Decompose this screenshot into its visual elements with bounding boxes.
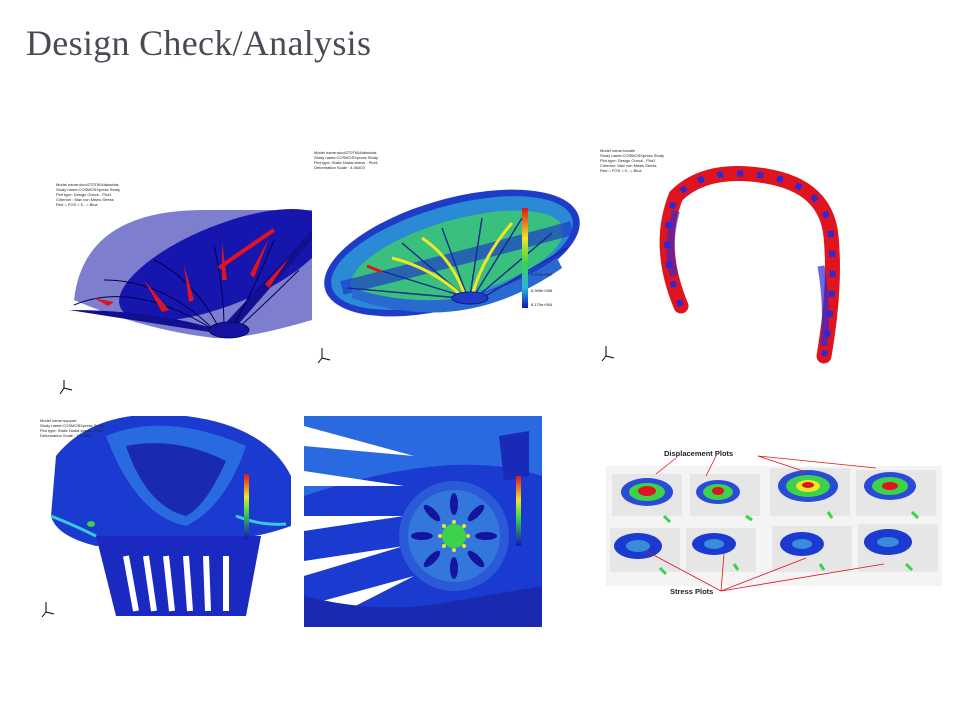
slide-title: Design Check/Analysis [26,23,372,63]
stress-plots-label: Stress Plots [670,587,714,596]
platform-plots-render [606,455,942,592]
panel-caption: Model name:stool2T0T604talnotals Study n… [56,182,121,207]
basket-bottom-stress-render [304,416,542,627]
basket-static-stress-render: 1.271e+007 6.395e+006 8.170e+004 [317,189,580,364]
panel-caption: Model name:stool2T0T604talnotals Study n… [314,150,379,170]
basket-design-check-panel: Model name:stool2T0T604talnotals Study n… [44,170,312,398]
basket-design-check-render [59,209,312,395]
panel-caption: Model name:handle Study name:COSMOSXpres… [600,148,665,173]
basket-closeup-stress-render [41,416,291,618]
displacement-plot-row [612,468,936,516]
basket-closeup-stress-panel: Model name:support Study name:COSMOSXpre… [36,416,298,622]
displacement-plots-label: Displacement Plots [664,449,734,458]
stress-legend-value: 6.395e+006 [531,288,553,293]
basket-bottom-stress-panel [304,416,542,627]
stress-legend-value: 8.170e+004 [531,302,553,307]
handle-design-check-render [601,166,840,364]
panel-caption: Model name:support Study name:COSMOSXpre… [40,418,105,438]
handle-design-check-panel: Model name:handle Study name:COSMOSXpres… [596,146,866,372]
platform-plots-panel: Displacement Plots Stress Plots [606,446,942,596]
basket-static-stress-panel: Model name:stool2T0T604talnotals Study n… [312,148,582,370]
stress-plot-row [610,524,938,572]
stress-legend-value: 1.271e+007 [531,272,553,277]
